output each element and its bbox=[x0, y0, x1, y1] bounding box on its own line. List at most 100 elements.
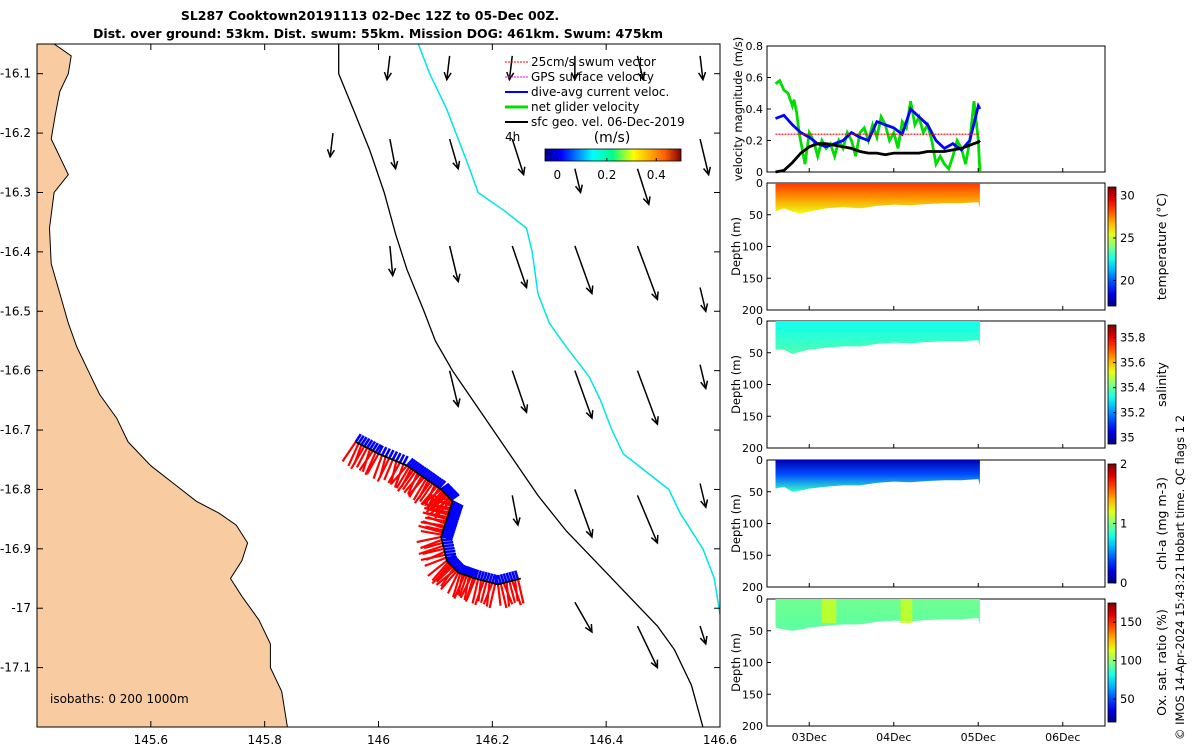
current-vector bbox=[447, 490, 457, 498]
current-vector bbox=[496, 574, 503, 585]
chlorophyll-colorbar-label: chl-a (mg m-3) bbox=[1154, 477, 1169, 570]
temperature-y-tick-label: 100 bbox=[742, 241, 763, 254]
current-vector bbox=[414, 463, 423, 473]
swum-vector bbox=[390, 464, 408, 485]
oxygen-colorbar bbox=[1107, 602, 1117, 723]
swum-vector bbox=[423, 541, 443, 550]
current-vector bbox=[408, 459, 417, 469]
current-vector bbox=[474, 569, 480, 579]
current-vector bbox=[443, 485, 453, 494]
geo-velocity-arrow bbox=[699, 625, 708, 646]
current-vector bbox=[450, 493, 460, 501]
swum-vector bbox=[402, 470, 417, 491]
current-vector bbox=[444, 549, 456, 554]
current-vector bbox=[513, 570, 520, 580]
current-vector bbox=[368, 440, 377, 451]
current-vector bbox=[366, 439, 374, 449]
current-vector bbox=[482, 571, 488, 582]
swum-vector bbox=[480, 581, 488, 604]
current-vector bbox=[511, 570, 517, 581]
current-vector bbox=[438, 480, 447, 489]
swum-vector bbox=[358, 450, 374, 471]
swum-vector bbox=[396, 469, 415, 492]
current-vector bbox=[371, 442, 379, 452]
current-vector bbox=[443, 526, 456, 535]
geo-velocity-arrow bbox=[636, 245, 659, 301]
current-vector bbox=[441, 538, 453, 542]
salinity-colorbar-tick-label: 35.4 bbox=[1120, 381, 1146, 395]
swum-vector bbox=[424, 556, 447, 567]
current-vector bbox=[363, 437, 371, 448]
current-vector bbox=[449, 506, 462, 515]
current-vector bbox=[461, 565, 468, 575]
geo-velocity-arrow bbox=[636, 370, 659, 426]
swum-vector bbox=[418, 544, 444, 556]
geo-velocity-arrow bbox=[383, 55, 392, 82]
swum-vector bbox=[341, 441, 357, 463]
current-vector bbox=[410, 460, 419, 470]
geo-velocity-arrow bbox=[697, 55, 707, 82]
current-vector bbox=[471, 568, 478, 579]
swum-vector bbox=[435, 568, 457, 586]
salinity-colorbar-label: salinity bbox=[1154, 361, 1169, 406]
map-x-tick-label: 145.6 bbox=[134, 733, 168, 747]
current-vector bbox=[402, 455, 409, 465]
isobaths-note: isobaths: 0 200 1000m bbox=[50, 692, 189, 706]
velocity-y-tick-label: 0 bbox=[756, 166, 763, 179]
chlorophyll-ylabel: Depth (m) bbox=[729, 494, 743, 553]
swum-vector bbox=[418, 524, 443, 534]
chlorophyll-colorbar-tick-label: 1 bbox=[1120, 517, 1127, 531]
geo-velocity-arrow bbox=[636, 55, 646, 82]
current-vector bbox=[395, 452, 402, 462]
current-vector bbox=[448, 557, 459, 565]
current-vector bbox=[453, 561, 463, 570]
current-vector bbox=[440, 482, 450, 491]
chlorophyll-colorbar-tick-label: 2 bbox=[1120, 457, 1127, 471]
velocity-colorbar: (m/s) 0 0.2 0.4 bbox=[544, 130, 682, 182]
map-y-tick-label: -16.3 bbox=[0, 185, 31, 199]
swum-vector bbox=[458, 575, 468, 597]
current-vector bbox=[360, 436, 368, 446]
geo-velocity-arrow bbox=[443, 55, 452, 82]
current-vector bbox=[418, 466, 428, 476]
current-vector bbox=[377, 445, 384, 455]
current-vector bbox=[449, 509, 461, 517]
map-y-tick-label: -17 bbox=[11, 601, 31, 615]
time-tick-label: 06Dec bbox=[1045, 731, 1080, 744]
current-vector bbox=[423, 469, 432, 479]
geo-velocity-arrow bbox=[511, 138, 526, 177]
geo-velocity-arrow bbox=[574, 489, 594, 539]
current-vector bbox=[435, 478, 445, 488]
current-vector bbox=[448, 491, 459, 500]
current-vector bbox=[502, 573, 508, 583]
velocity-y-tick-label: 0.4 bbox=[746, 103, 764, 116]
swum-vector bbox=[431, 564, 452, 585]
map-y-tick-label: -16.7 bbox=[0, 423, 31, 437]
temperature-y-tick-label: 200 bbox=[742, 304, 763, 317]
chlorophyll-y-tick-label: 150 bbox=[742, 549, 763, 562]
velocity-series-line bbox=[775, 139, 981, 174]
current-vector bbox=[443, 546, 455, 551]
current-vector bbox=[479, 570, 485, 581]
map-legend: 25cm/s swum vector GPS surface velocity … bbox=[505, 55, 685, 144]
swum-vector bbox=[431, 561, 450, 582]
current-vector bbox=[446, 517, 458, 526]
oxygen-y-tick-label: 200 bbox=[742, 720, 763, 733]
current-vector bbox=[451, 500, 464, 508]
current-vector bbox=[420, 468, 430, 477]
map-y-tick-label: -16.5 bbox=[0, 304, 31, 318]
map-y-tick-label: -16.1 bbox=[0, 67, 31, 81]
current-vector bbox=[405, 457, 415, 467]
swum-vector bbox=[463, 576, 470, 601]
current-vector bbox=[442, 541, 454, 545]
map-x-tick-label: 146.2 bbox=[475, 733, 509, 747]
geo-velocity-arrow bbox=[636, 495, 659, 545]
swum-vector bbox=[422, 547, 445, 556]
current-vector bbox=[441, 535, 452, 539]
current-vector bbox=[450, 504, 463, 513]
current-vector bbox=[459, 564, 466, 574]
swum-vector bbox=[420, 529, 443, 536]
current-vector bbox=[398, 453, 406, 464]
current-vector bbox=[388, 449, 395, 459]
geo-velocity-arrow bbox=[511, 370, 529, 414]
